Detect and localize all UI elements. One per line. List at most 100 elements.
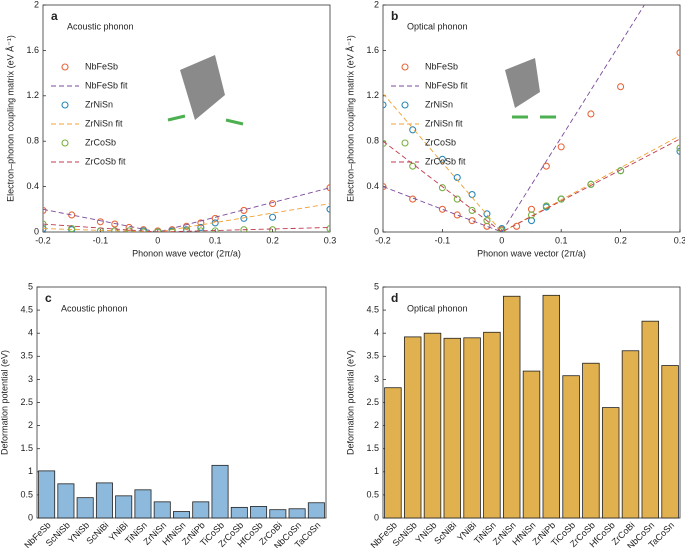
y-tick-label: 0	[374, 512, 379, 522]
y-tick-label: 1	[374, 466, 379, 476]
panel-letter: d	[391, 291, 398, 305]
data-point	[125, 223, 133, 232]
y-tick-label: 0	[28, 512, 33, 522]
panel-letter: c	[45, 291, 52, 305]
y-tick-label: 3	[374, 374, 379, 384]
bar	[641, 320, 660, 519]
y-tick-label: 0.8	[26, 136, 39, 146]
data-point	[468, 217, 476, 225]
data-point	[139, 228, 147, 232]
bar	[423, 332, 442, 519]
y-tick-label: 4	[28, 328, 33, 338]
y-tick-label: 1.5	[20, 443, 33, 453]
y-axis-label: Deformation potential (eV)	[345, 350, 355, 455]
bar	[307, 502, 325, 519]
y-tick-label: 1.2	[26, 90, 39, 100]
x-axis-label: Phonon wave vector (2π/a)	[132, 248, 241, 258]
x-tick-label: -0.1	[93, 235, 109, 245]
y-tick-label: 1.6	[26, 45, 39, 55]
y-tick-label: 4.5	[366, 304, 379, 314]
legend-label: ZrCoSb fit	[85, 156, 126, 166]
legend-marker	[61, 139, 69, 147]
data-point	[453, 211, 461, 219]
x-axis-label: Phonon wave vector (2π/a)	[477, 248, 586, 258]
data-point	[269, 226, 277, 232]
y-tick-label: 2	[34, 0, 39, 9]
bar	[562, 375, 580, 519]
data-point	[240, 214, 248, 222]
data-point	[557, 143, 565, 151]
y-tick-label: 1.2	[366, 90, 379, 100]
bar	[250, 506, 268, 519]
y-tick-label: 2	[374, 0, 379, 9]
arrow	[225, 118, 244, 126]
data-point	[468, 206, 476, 214]
plot-frame	[42, 4, 331, 233]
x-tick-label: 0.3	[674, 235, 685, 245]
bar	[582, 362, 600, 519]
bar	[269, 509, 287, 519]
y-tick-label: 1	[28, 466, 33, 476]
legend-marker	[61, 63, 69, 71]
y-tick-label: 2.5	[366, 397, 379, 407]
legend-label: NbFeSb fit	[85, 80, 128, 90]
data-point	[383, 101, 387, 109]
x-tick-label: ScNiBi	[432, 520, 458, 546]
data-point	[676, 144, 680, 152]
annotation: Optical phonon	[407, 21, 468, 31]
fit-line	[383, 5, 645, 232]
data-point	[96, 218, 104, 226]
x-tick-label: -0.1	[435, 235, 451, 245]
y-tick-label: 5	[374, 281, 379, 291]
data-point	[483, 222, 491, 230]
x-tick-label: 0.1	[209, 235, 222, 245]
data-point	[438, 205, 446, 213]
panel: d Optical phonon Deformation potential (eV…	[345, 281, 681, 548]
x-tick-label: 0.1	[555, 235, 568, 245]
y-tick-label: 0.5	[366, 489, 379, 499]
x-tick-label: 0.2	[266, 235, 279, 245]
data-point	[409, 162, 417, 170]
bar	[211, 464, 229, 519]
panel-letter: b	[391, 9, 398, 23]
bar	[38, 470, 56, 519]
y-tick-label: 0.4	[366, 181, 379, 191]
y-tick-label: 1.5	[366, 443, 379, 453]
bar	[95, 482, 113, 519]
bar	[403, 336, 422, 519]
legend-label: ZrNiSn	[85, 99, 113, 109]
x-tick-label: 0.2	[614, 235, 627, 245]
annotation: Optical phonon	[407, 303, 468, 313]
x-tick-label: 0.3	[324, 235, 337, 245]
data-point	[326, 225, 330, 232]
legend-label: ZrCoSb	[85, 137, 116, 147]
x-tick-label: ScNiBi	[84, 520, 110, 546]
bar	[192, 501, 210, 519]
x-tick-label: -0.2	[35, 235, 51, 245]
bar	[621, 350, 640, 519]
data-point	[483, 217, 491, 225]
y-tick-label: 0.5	[20, 489, 33, 499]
arrow	[167, 114, 186, 122]
legend-label: ZrCoSb fit	[425, 156, 466, 166]
bar	[76, 497, 94, 519]
data-point	[409, 126, 417, 134]
x-tick-label: 0	[499, 235, 504, 245]
legend-marker	[401, 139, 409, 147]
panel-letter: a	[51, 9, 58, 23]
data-point	[468, 190, 476, 199]
legend-label: NbFeSb fit	[425, 80, 468, 90]
bar	[288, 508, 306, 519]
annotation: Acoustic phonon	[67, 21, 134, 31]
data-point	[168, 228, 176, 232]
x-tick-label: 0	[155, 235, 160, 245]
data-point	[197, 219, 205, 227]
data-point	[527, 217, 536, 225]
data-point	[269, 213, 277, 221]
plot-frame	[382, 4, 681, 233]
fit-line	[43, 187, 330, 232]
legend-marker	[401, 63, 409, 71]
bar	[115, 495, 133, 519]
fit-line	[383, 93, 680, 232]
